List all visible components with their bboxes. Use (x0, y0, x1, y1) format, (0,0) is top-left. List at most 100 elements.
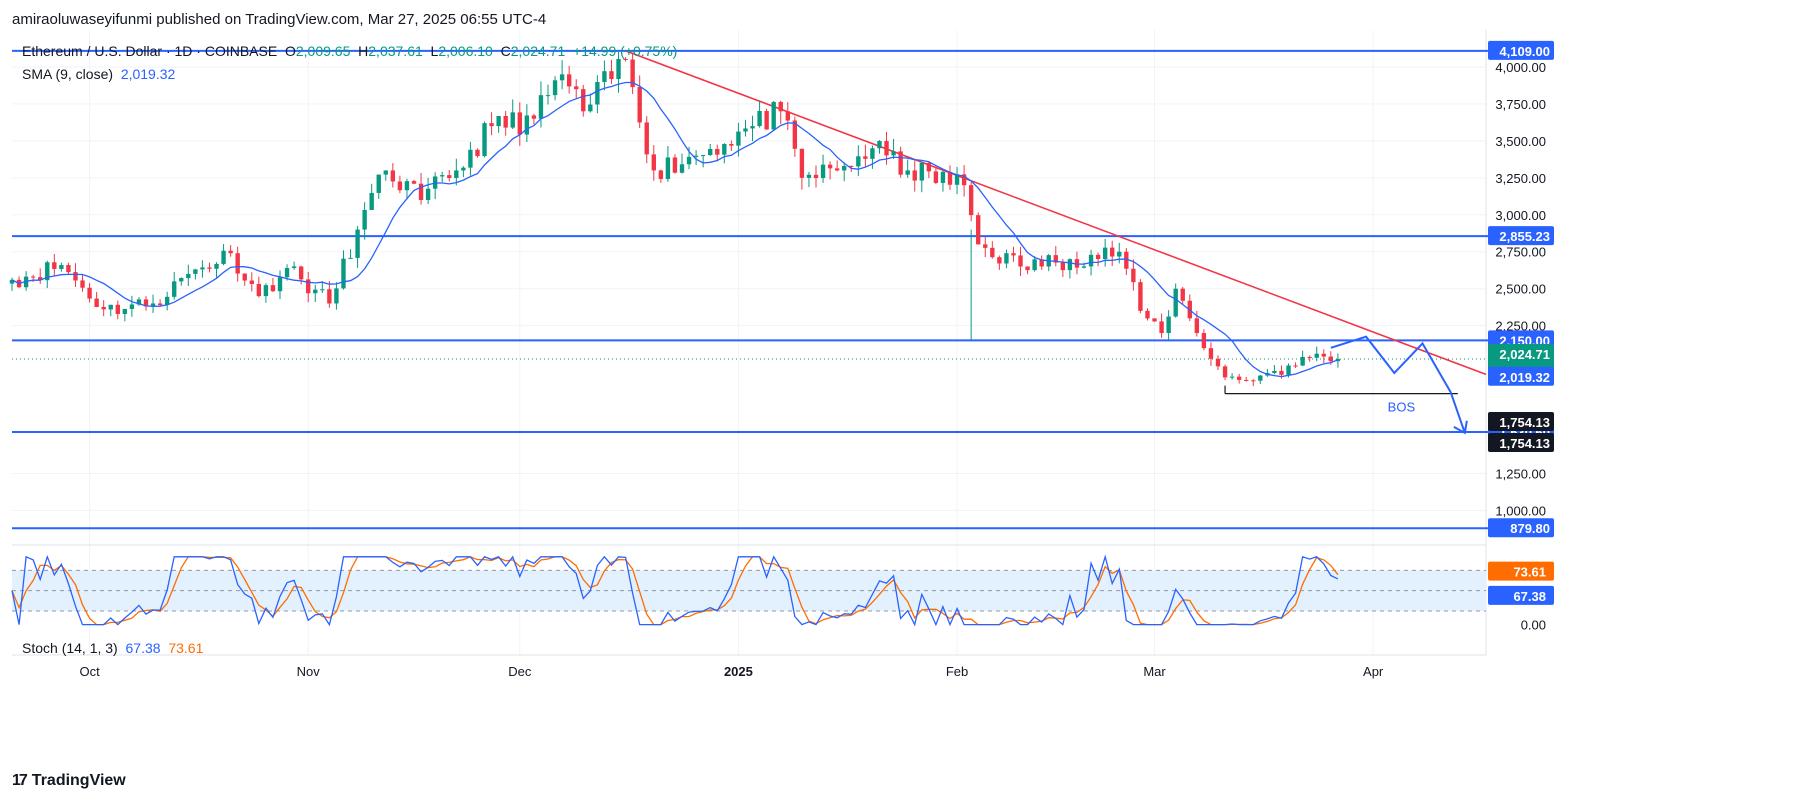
candle-body (475, 149, 480, 157)
price-tag-bg (1488, 40, 1554, 60)
candle-body (623, 59, 628, 61)
stoch-tag: 73.61 (1488, 561, 1554, 581)
candle-body (30, 276, 36, 278)
candle-body (1244, 379, 1249, 381)
candle-body (1074, 259, 1080, 268)
stoch-legend: Stoch (14, 1, 3) 67.38 73.61 (22, 640, 203, 656)
price-tag: 879.80 (1488, 518, 1554, 538)
tradingview-brand[interactable]: 17 TradingView (12, 772, 126, 790)
candle-body (207, 267, 212, 269)
candle-body (263, 285, 269, 297)
candle-body (510, 112, 515, 128)
candle (164, 291, 170, 311)
candle-body (1138, 282, 1143, 311)
candle (538, 81, 544, 128)
candle-body (1208, 348, 1214, 359)
stoch-k-line (11, 554, 1339, 627)
candle-body (651, 154, 656, 171)
candle (73, 263, 78, 287)
candle-body (143, 299, 149, 307)
candle-body (186, 273, 191, 279)
candle (362, 202, 367, 240)
price-tick-label: 2,750.00 (1495, 245, 1546, 260)
stoch-d-value: 73.61 (168, 640, 204, 656)
candle-body (947, 171, 953, 185)
candle-body (1067, 259, 1073, 271)
projection-path (1330, 335, 1466, 434)
candle-body (200, 267, 205, 270)
time-tick-label: Apr (1363, 664, 1384, 679)
candle-body (284, 268, 290, 278)
change-value: +14.99 (+0.75%) (573, 43, 678, 59)
candle-body (172, 281, 177, 297)
candle-body (1321, 353, 1326, 357)
candle-body (101, 307, 106, 310)
candle-body (348, 257, 353, 259)
stoch-d-line (11, 556, 1339, 626)
candle (157, 299, 163, 307)
time-tick-label: Mar (1143, 664, 1166, 679)
candle-body (489, 123, 494, 127)
candle-body (813, 174, 819, 179)
candle-body (926, 162, 932, 172)
candle-body (1272, 370, 1277, 373)
price-tag-bg (1488, 366, 1554, 386)
candle-body (983, 244, 988, 248)
candle-body (390, 170, 396, 182)
stoch-tag-bg (1488, 585, 1554, 605)
candle-body (792, 120, 798, 149)
candle (334, 282, 339, 310)
candle (672, 154, 678, 174)
sma-value: 2,019.32 (120, 66, 176, 82)
candle-body (898, 151, 903, 175)
price-axis: 4,000.00 3,750.00 3,500.00 3,250.00 3,000.00… (1488, 40, 1554, 633)
price-tag-label: 879.80 (1510, 521, 1550, 536)
time-tick-label: Dec (508, 664, 532, 679)
candle (581, 84, 586, 117)
candle (270, 277, 276, 293)
candle (750, 115, 755, 142)
candle-body (1095, 254, 1101, 260)
bos-label: BOS (1388, 400, 1416, 415)
candle-body (411, 181, 417, 184)
candle-body (440, 175, 445, 177)
price-tick-label: 3,250.00 (1495, 171, 1546, 186)
candle (1251, 379, 1256, 387)
candle (390, 163, 396, 188)
candle (1102, 238, 1108, 267)
candle (1314, 346, 1319, 362)
candle-body (136, 299, 142, 305)
candle (531, 113, 537, 125)
candle (968, 182, 974, 222)
stoch-k-value: 67.38 (125, 640, 161, 656)
candle (242, 273, 247, 286)
candle-body (849, 165, 854, 167)
price-tick-label: 1,250.00 (1495, 466, 1546, 481)
candle-body (1032, 259, 1037, 271)
candle (1053, 246, 1058, 267)
candle (1117, 242, 1122, 264)
candle-body (80, 280, 85, 288)
candle (1138, 279, 1143, 314)
candle-body (376, 174, 381, 193)
price-tick-label: 3,000.00 (1495, 208, 1546, 223)
candle (454, 158, 459, 186)
candle (940, 170, 946, 192)
candle (355, 226, 360, 268)
candle-body (1328, 356, 1334, 362)
candle (630, 52, 635, 95)
candle (1307, 355, 1312, 362)
candle (277, 270, 283, 299)
candle (524, 104, 530, 143)
candle (1074, 251, 1080, 275)
candle (1236, 373, 1242, 384)
candle-body (531, 115, 537, 119)
candle-body (1004, 253, 1009, 264)
candle (59, 262, 64, 272)
candle (1124, 248, 1129, 276)
candle (566, 65, 572, 94)
candle (207, 262, 212, 273)
candle (722, 143, 727, 164)
candle (482, 121, 487, 158)
